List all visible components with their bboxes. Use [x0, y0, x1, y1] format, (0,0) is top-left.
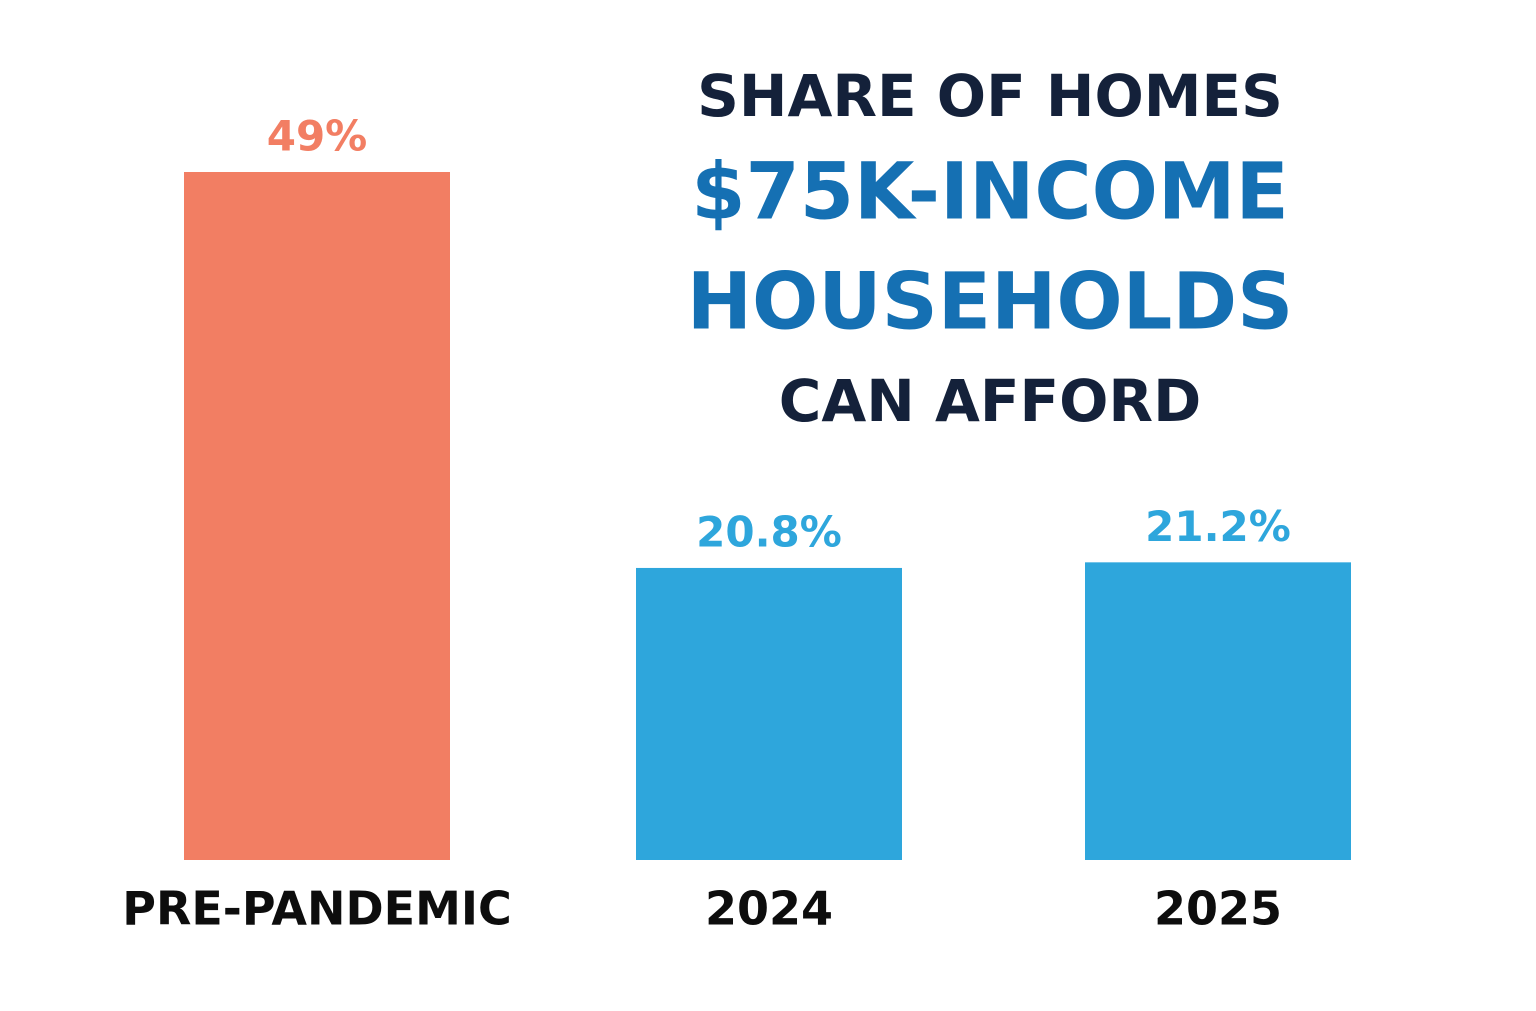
bar	[1085, 562, 1351, 860]
chart-title: $75K-INCOME	[691, 147, 1289, 237]
x-tick-label: PRE-PANDEMIC	[122, 882, 512, 936]
value-label: 20.8%	[696, 507, 842, 556]
value-label: 49%	[267, 112, 368, 161]
chart-title: CAN AFFORD	[779, 367, 1201, 435]
bar	[184, 172, 450, 860]
bar	[636, 567, 902, 860]
chart-title: SHARE OF HOMES	[697, 62, 1283, 130]
value-label: 21.2%	[1145, 502, 1291, 551]
chart-title: HOUSEHOLDS	[687, 257, 1294, 347]
x-tick-label: 2025	[1154, 882, 1282, 936]
x-tick-label: 2024	[705, 882, 833, 936]
